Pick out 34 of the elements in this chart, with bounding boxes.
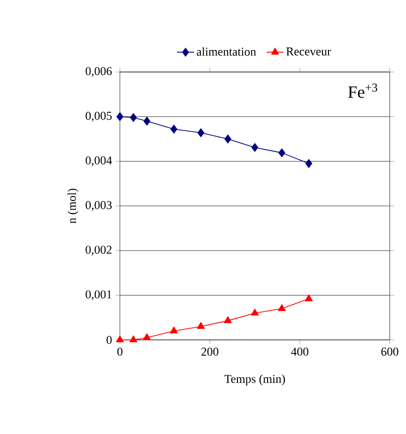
point <box>198 128 204 138</box>
legend-label: Receveur <box>286 48 332 56</box>
x-tick-label: 200 <box>201 348 218 356</box>
point <box>116 336 124 342</box>
x-tick-label: 600 <box>381 348 398 356</box>
y-tick-label: 0 <box>106 336 112 344</box>
point <box>143 333 151 340</box>
legend-label: alimentation <box>196 47 256 56</box>
x-tick-label: 0 <box>117 348 122 356</box>
y-axis-title: n (mol) <box>68 188 78 224</box>
point <box>278 148 286 158</box>
point <box>224 134 232 144</box>
annotation: Fe$^{+3}$ <box>348 84 378 98</box>
y-tick-label: 0,002 <box>86 246 112 256</box>
point <box>116 112 124 122</box>
point <box>224 316 232 324</box>
point <box>278 304 286 312</box>
point <box>197 322 205 329</box>
x-axis-title: Temps (min) <box>224 374 285 386</box>
y-tick-label: 0,001 <box>86 290 112 300</box>
y-tick-label: 0,006 <box>86 67 112 77</box>
y-tick-label: 0,003 <box>86 201 112 211</box>
y-tick-label: 0,004 <box>86 156 112 166</box>
x-tick-label: 400 <box>291 348 308 356</box>
point <box>130 113 137 122</box>
y-tick-label: 0,005 <box>86 112 112 122</box>
point <box>144 116 150 126</box>
point <box>305 159 312 168</box>
point <box>251 143 258 152</box>
point <box>305 294 313 302</box>
point <box>170 326 178 334</box>
point <box>170 124 178 134</box>
point <box>130 336 138 342</box>
point <box>251 308 259 316</box>
